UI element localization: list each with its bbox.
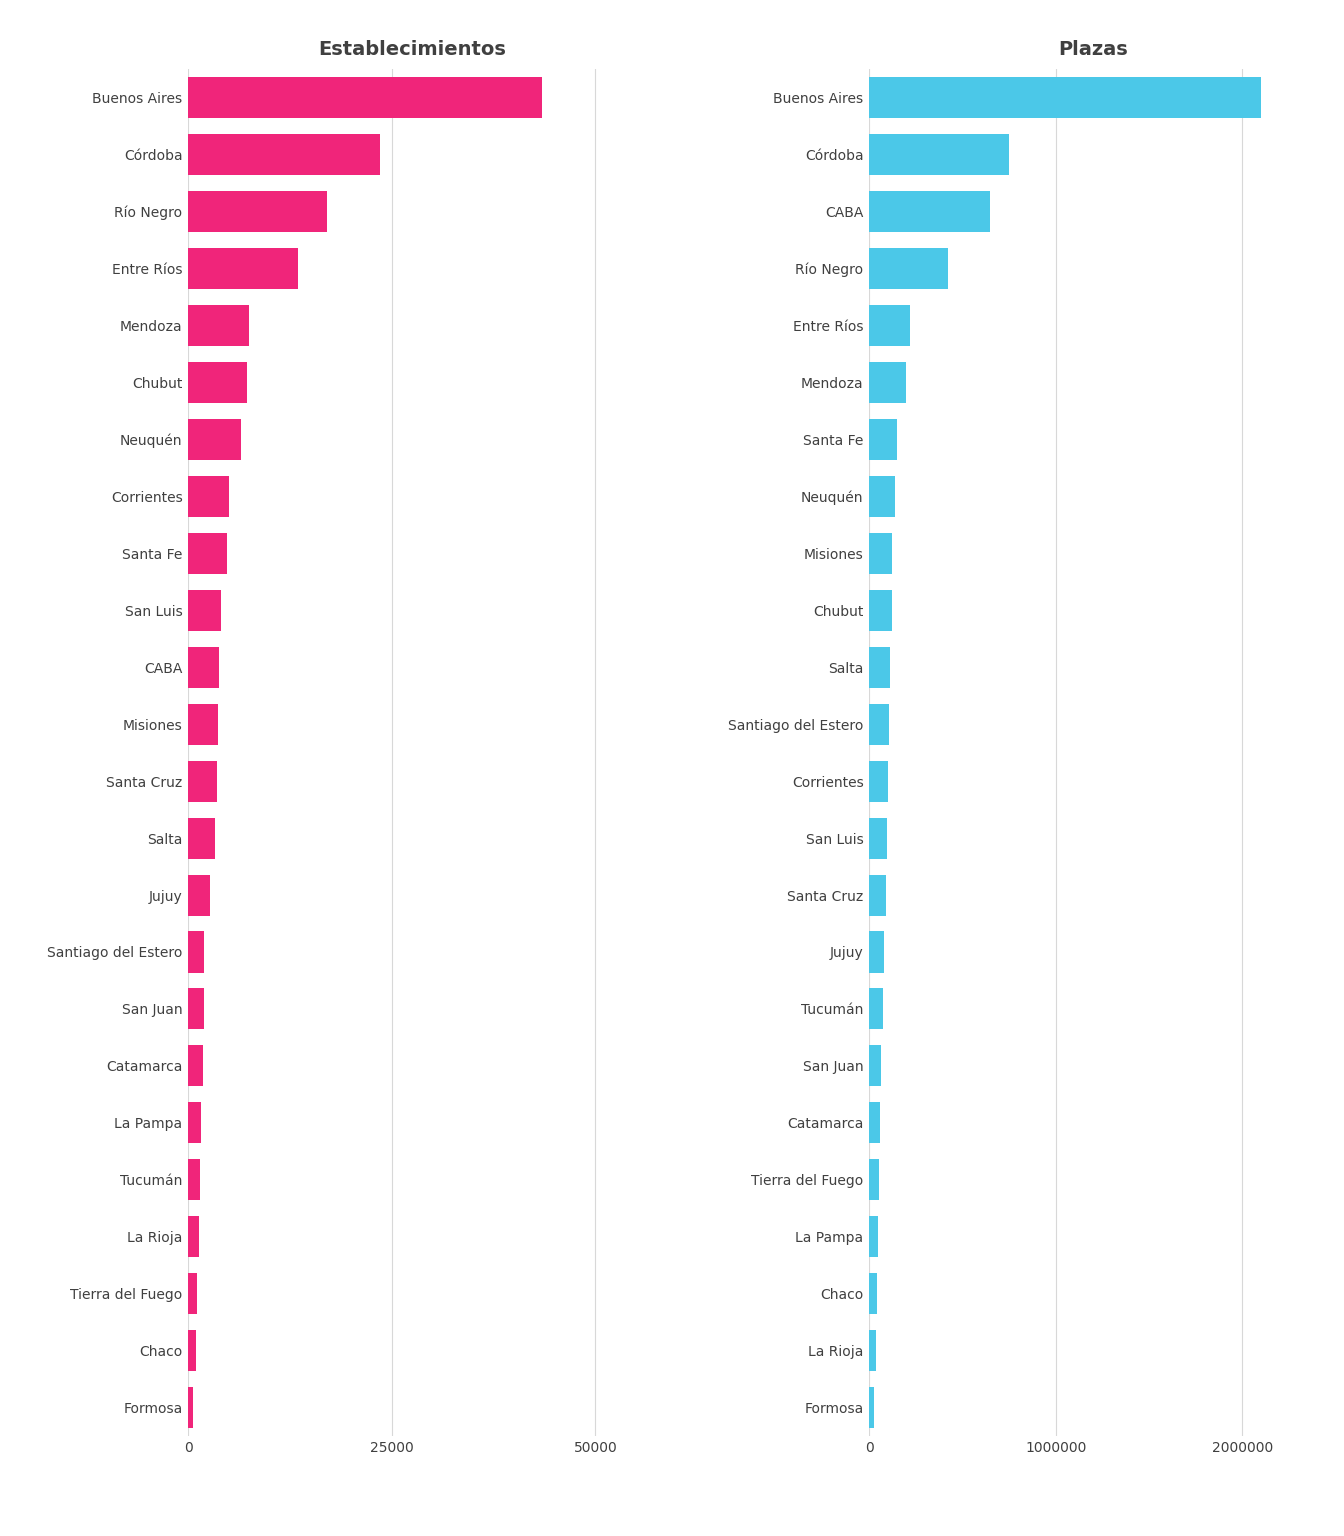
Bar: [188, 190, 327, 232]
Bar: [188, 760, 216, 802]
Bar: [188, 989, 204, 1029]
Bar: [870, 989, 883, 1029]
Bar: [188, 134, 379, 175]
Bar: [870, 134, 1009, 175]
Bar: [188, 77, 543, 118]
Bar: [188, 1103, 202, 1143]
Bar: [870, 931, 883, 972]
Bar: [188, 247, 298, 289]
Bar: [188, 1330, 196, 1372]
Title: Establecimientos: Establecimientos: [319, 40, 507, 60]
Bar: [870, 817, 887, 859]
Bar: [188, 703, 218, 745]
Bar: [870, 1387, 875, 1428]
Bar: [188, 817, 215, 859]
Bar: [188, 533, 227, 574]
Bar: [870, 874, 886, 915]
Bar: [870, 1330, 876, 1372]
Bar: [188, 931, 204, 972]
Bar: [188, 362, 247, 402]
Bar: [188, 874, 210, 915]
Bar: [870, 647, 890, 688]
Bar: [870, 77, 1261, 118]
Bar: [188, 306, 249, 346]
Bar: [188, 1046, 203, 1086]
Bar: [870, 362, 906, 402]
Bar: [188, 1387, 194, 1428]
Bar: [870, 419, 896, 459]
Bar: [870, 590, 891, 631]
Title: Plazas: Plazas: [1058, 40, 1128, 60]
Bar: [188, 476, 228, 516]
Bar: [188, 1217, 199, 1258]
Bar: [870, 1046, 880, 1086]
Bar: [870, 190, 991, 232]
Bar: [188, 590, 220, 631]
Bar: [870, 1217, 878, 1258]
Bar: [870, 533, 892, 574]
Bar: [870, 476, 895, 516]
Bar: [870, 1160, 879, 1200]
Bar: [188, 647, 219, 688]
Bar: [870, 306, 910, 346]
Bar: [870, 703, 890, 745]
Bar: [870, 760, 888, 802]
Bar: [870, 247, 948, 289]
Bar: [188, 1160, 200, 1200]
Bar: [870, 1273, 878, 1315]
Bar: [870, 1103, 880, 1143]
Bar: [188, 1273, 198, 1315]
Bar: [188, 419, 241, 459]
